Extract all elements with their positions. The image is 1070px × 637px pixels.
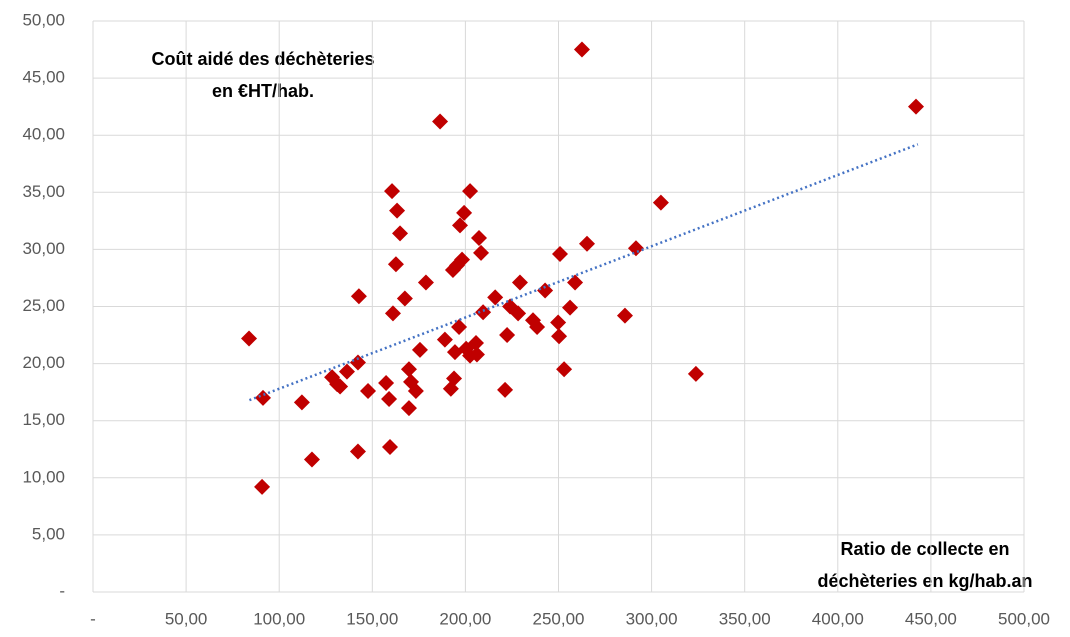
y-title: en €HT/hab. — [212, 81, 314, 101]
point — [470, 229, 487, 246]
point — [384, 305, 401, 322]
trendline — [248, 143, 919, 402]
y-tick-label: 20,00 — [22, 353, 65, 372]
x-tick-label: 400,00 — [812, 609, 864, 628]
point — [384, 183, 401, 200]
point — [350, 288, 367, 305]
point — [400, 361, 417, 378]
point — [360, 383, 377, 400]
point — [462, 183, 479, 200]
point — [381, 391, 398, 408]
y-tick-label: 10,00 — [22, 467, 65, 486]
point — [411, 341, 428, 358]
point — [687, 365, 704, 382]
x-title: Ratio de collecte en — [840, 539, 1009, 559]
point — [378, 375, 395, 392]
x-tick-label: 500,00 — [998, 609, 1050, 628]
x-tick-label: 300,00 — [626, 609, 678, 628]
point — [400, 400, 417, 417]
y-tick-label: 30,00 — [22, 239, 65, 258]
point — [511, 274, 528, 291]
point — [499, 327, 516, 344]
point — [551, 328, 568, 345]
point — [446, 370, 463, 387]
x-tick-label: 100,00 — [253, 609, 305, 628]
point — [436, 331, 453, 348]
y-tick-label: - — [59, 581, 65, 600]
point — [487, 289, 504, 306]
point — [387, 256, 404, 273]
point — [468, 335, 485, 352]
point — [510, 305, 527, 322]
point — [396, 290, 413, 307]
point — [452, 217, 469, 234]
x-tick-label: 200,00 — [439, 609, 491, 628]
x-title: déchèteries en kg/hab.an — [817, 571, 1032, 591]
point — [303, 451, 320, 468]
point — [389, 202, 406, 219]
y-tick-label: 50,00 — [22, 10, 65, 29]
y-tick-label: 15,00 — [22, 410, 65, 429]
point — [381, 438, 398, 455]
y-tick-label: 5,00 — [32, 524, 65, 543]
y-title: Coût aidé des déchèteries — [151, 49, 374, 69]
point — [349, 443, 366, 460]
point — [627, 240, 644, 257]
point — [567, 274, 584, 291]
point — [456, 204, 473, 221]
x-tick-label: 350,00 — [719, 609, 771, 628]
point — [451, 319, 468, 336]
point — [392, 225, 409, 242]
x-tick-label: 50,00 — [165, 609, 208, 628]
point — [550, 314, 567, 331]
y-tick-label: 40,00 — [22, 125, 65, 144]
point — [255, 389, 272, 406]
x-tick-label: 450,00 — [905, 609, 957, 628]
y-tick-label: 45,00 — [22, 68, 65, 87]
point — [529, 319, 546, 336]
point — [349, 354, 366, 371]
x-tick-label: 250,00 — [533, 609, 585, 628]
point — [338, 363, 355, 380]
x-tick-label: - — [90, 609, 96, 628]
point — [407, 383, 424, 400]
point — [473, 244, 490, 261]
point — [432, 113, 449, 130]
point — [562, 299, 579, 316]
point — [293, 394, 310, 411]
point — [497, 381, 514, 398]
point — [475, 304, 492, 321]
point — [616, 307, 633, 324]
point — [332, 378, 349, 395]
point — [417, 274, 434, 291]
point — [254, 478, 271, 495]
point — [454, 251, 471, 268]
y-tick-label: 25,00 — [22, 296, 65, 315]
x-tick-label: 150,00 — [346, 609, 398, 628]
point — [908, 98, 925, 115]
point — [556, 361, 573, 378]
point — [652, 194, 669, 211]
point — [241, 330, 258, 347]
point — [578, 235, 595, 252]
point — [468, 346, 485, 363]
y-tick-label: 35,00 — [22, 182, 65, 201]
point — [551, 245, 568, 262]
point — [537, 282, 554, 299]
point — [573, 41, 590, 58]
